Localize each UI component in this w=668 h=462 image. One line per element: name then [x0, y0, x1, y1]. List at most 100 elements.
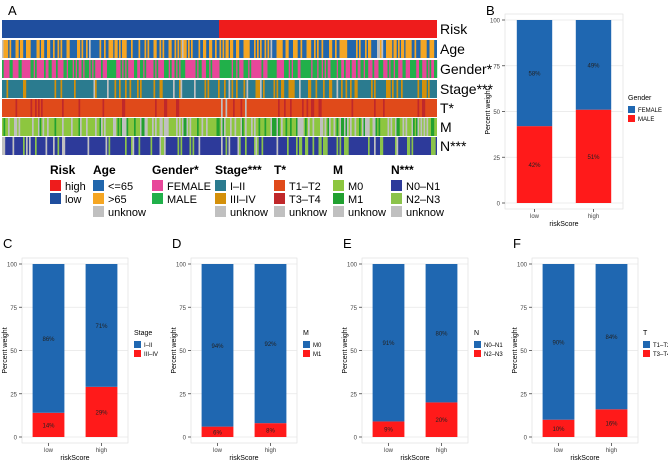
track-age-cell: [369, 40, 372, 58]
track-n-cell: [2, 137, 4, 155]
track-gender-cell: [362, 60, 364, 78]
track-m-cell: [161, 118, 163, 136]
track-age-cell: [191, 40, 193, 58]
track-gender-cell: [293, 60, 295, 78]
track-gender-cell: [312, 60, 315, 78]
track-gender-cell: [84, 60, 87, 78]
bar-female-high: [575, 20, 612, 110]
track-age-cell: [144, 40, 147, 58]
legend-label: M1: [313, 352, 322, 358]
track-age-cell: [153, 40, 156, 58]
track-gender-cell: [123, 60, 126, 78]
track-stage-cell: [243, 80, 246, 98]
panel-a-heatmap: A Risk Age Gender* Stage*** T* M N*** Risk high…: [2, 3, 493, 219]
track-age-cell: [365, 40, 367, 58]
track-m-cell: [423, 118, 426, 136]
track-gender-cell: [165, 60, 168, 78]
track-stage-cell: [374, 80, 376, 98]
track-age-cell: [330, 40, 333, 58]
track-m-cell: [18, 118, 21, 136]
track-gender-cell: [108, 60, 111, 78]
track-age-cell: [9, 40, 12, 58]
track-n-cell: [407, 137, 409, 155]
track-gender-cell: [303, 60, 306, 78]
track-stage-cell: [263, 80, 265, 98]
track-m-cell: [221, 118, 223, 136]
legend-swatch: [93, 206, 104, 217]
track-stage-cell: [336, 80, 339, 98]
track-m-cell: [78, 118, 81, 136]
track-m-cell: [395, 118, 397, 136]
bar-value-label: 71%: [95, 324, 108, 330]
track-gender-cell: [182, 60, 184, 78]
track-n-cell: [431, 137, 433, 155]
track-age-cell: [204, 40, 207, 58]
legend-label: unknow: [289, 207, 327, 219]
track-n-cell: [57, 137, 60, 155]
track-gender-cell: [365, 60, 367, 78]
track-m-cell: [302, 118, 304, 136]
bar-value-label: 42%: [528, 163, 541, 169]
y-tick-label: 50: [350, 349, 357, 355]
bar-value-label: 51%: [587, 155, 600, 161]
track-age-cell: [345, 40, 348, 58]
track-stage-cell: [315, 80, 318, 98]
track-age-cell: [162, 40, 165, 58]
track-age-cell: [110, 40, 112, 58]
track-gender-cell: [330, 60, 333, 78]
legend-label: T3–T4: [289, 194, 321, 206]
track-n-cell: [159, 137, 162, 155]
track-gender-cell: [63, 60, 66, 78]
legend-title: N***: [391, 163, 414, 177]
track-gender-cell: [323, 60, 325, 78]
track-age-cell: [210, 40, 213, 58]
legend-swatch: [215, 206, 226, 217]
track-gender-cell: [207, 60, 210, 78]
bar-i-ii-low: [32, 264, 65, 413]
y-tick-label: 25: [520, 392, 527, 398]
legend-swatch: [333, 193, 344, 204]
legend-label: unknow: [348, 207, 386, 219]
track-name: Gender*: [440, 61, 493, 77]
track-age-cell: [410, 40, 412, 58]
legend-title: M: [333, 163, 343, 177]
heatmap-tracks: [2, 20, 438, 155]
track-n-cell: [162, 137, 165, 155]
track-age-cell: [254, 40, 256, 58]
track-age-cell: [66, 40, 69, 58]
track-gender-cell: [221, 60, 223, 78]
legend-swatch: [643, 350, 650, 357]
legend-swatch: [474, 341, 481, 348]
track-stage-cell: [218, 80, 220, 98]
track-age-cell: [215, 40, 217, 58]
track-m-cell: [297, 118, 300, 136]
track-m-cell: [366, 118, 369, 136]
track-age-cell: [159, 40, 162, 58]
track-gender-cell: [314, 60, 316, 78]
track-age-cell: [42, 40, 45, 58]
track-stage-cell: [257, 80, 259, 98]
track-age-cell: [377, 40, 379, 58]
track-age-cell: [317, 40, 319, 58]
track-age-cell: [147, 40, 150, 58]
track-age-cell: [264, 40, 267, 58]
track-gender-cell: [414, 60, 417, 78]
track-n-cell: [26, 137, 28, 155]
track-age-cell: [237, 40, 240, 58]
bar-m1-high: [254, 423, 287, 437]
track-age-cell: [423, 40, 426, 58]
track-age-cell: [2, 40, 4, 58]
track-age-cell: [296, 40, 298, 58]
track-gender-cell: [177, 60, 180, 78]
track-gender-cell: [272, 60, 274, 78]
track-age-cell: [60, 40, 63, 58]
legend-label: M1: [348, 194, 363, 206]
track-stage-cell: [260, 80, 262, 98]
track-age-cell: [209, 40, 211, 58]
track-stage-cell: [159, 80, 162, 98]
track-m-cell: [312, 118, 315, 136]
bar-value-label: 91%: [382, 341, 395, 347]
track-gender-cell: [153, 60, 156, 78]
track-stage-cell: [173, 80, 175, 98]
track-name: Risk: [440, 21, 468, 37]
